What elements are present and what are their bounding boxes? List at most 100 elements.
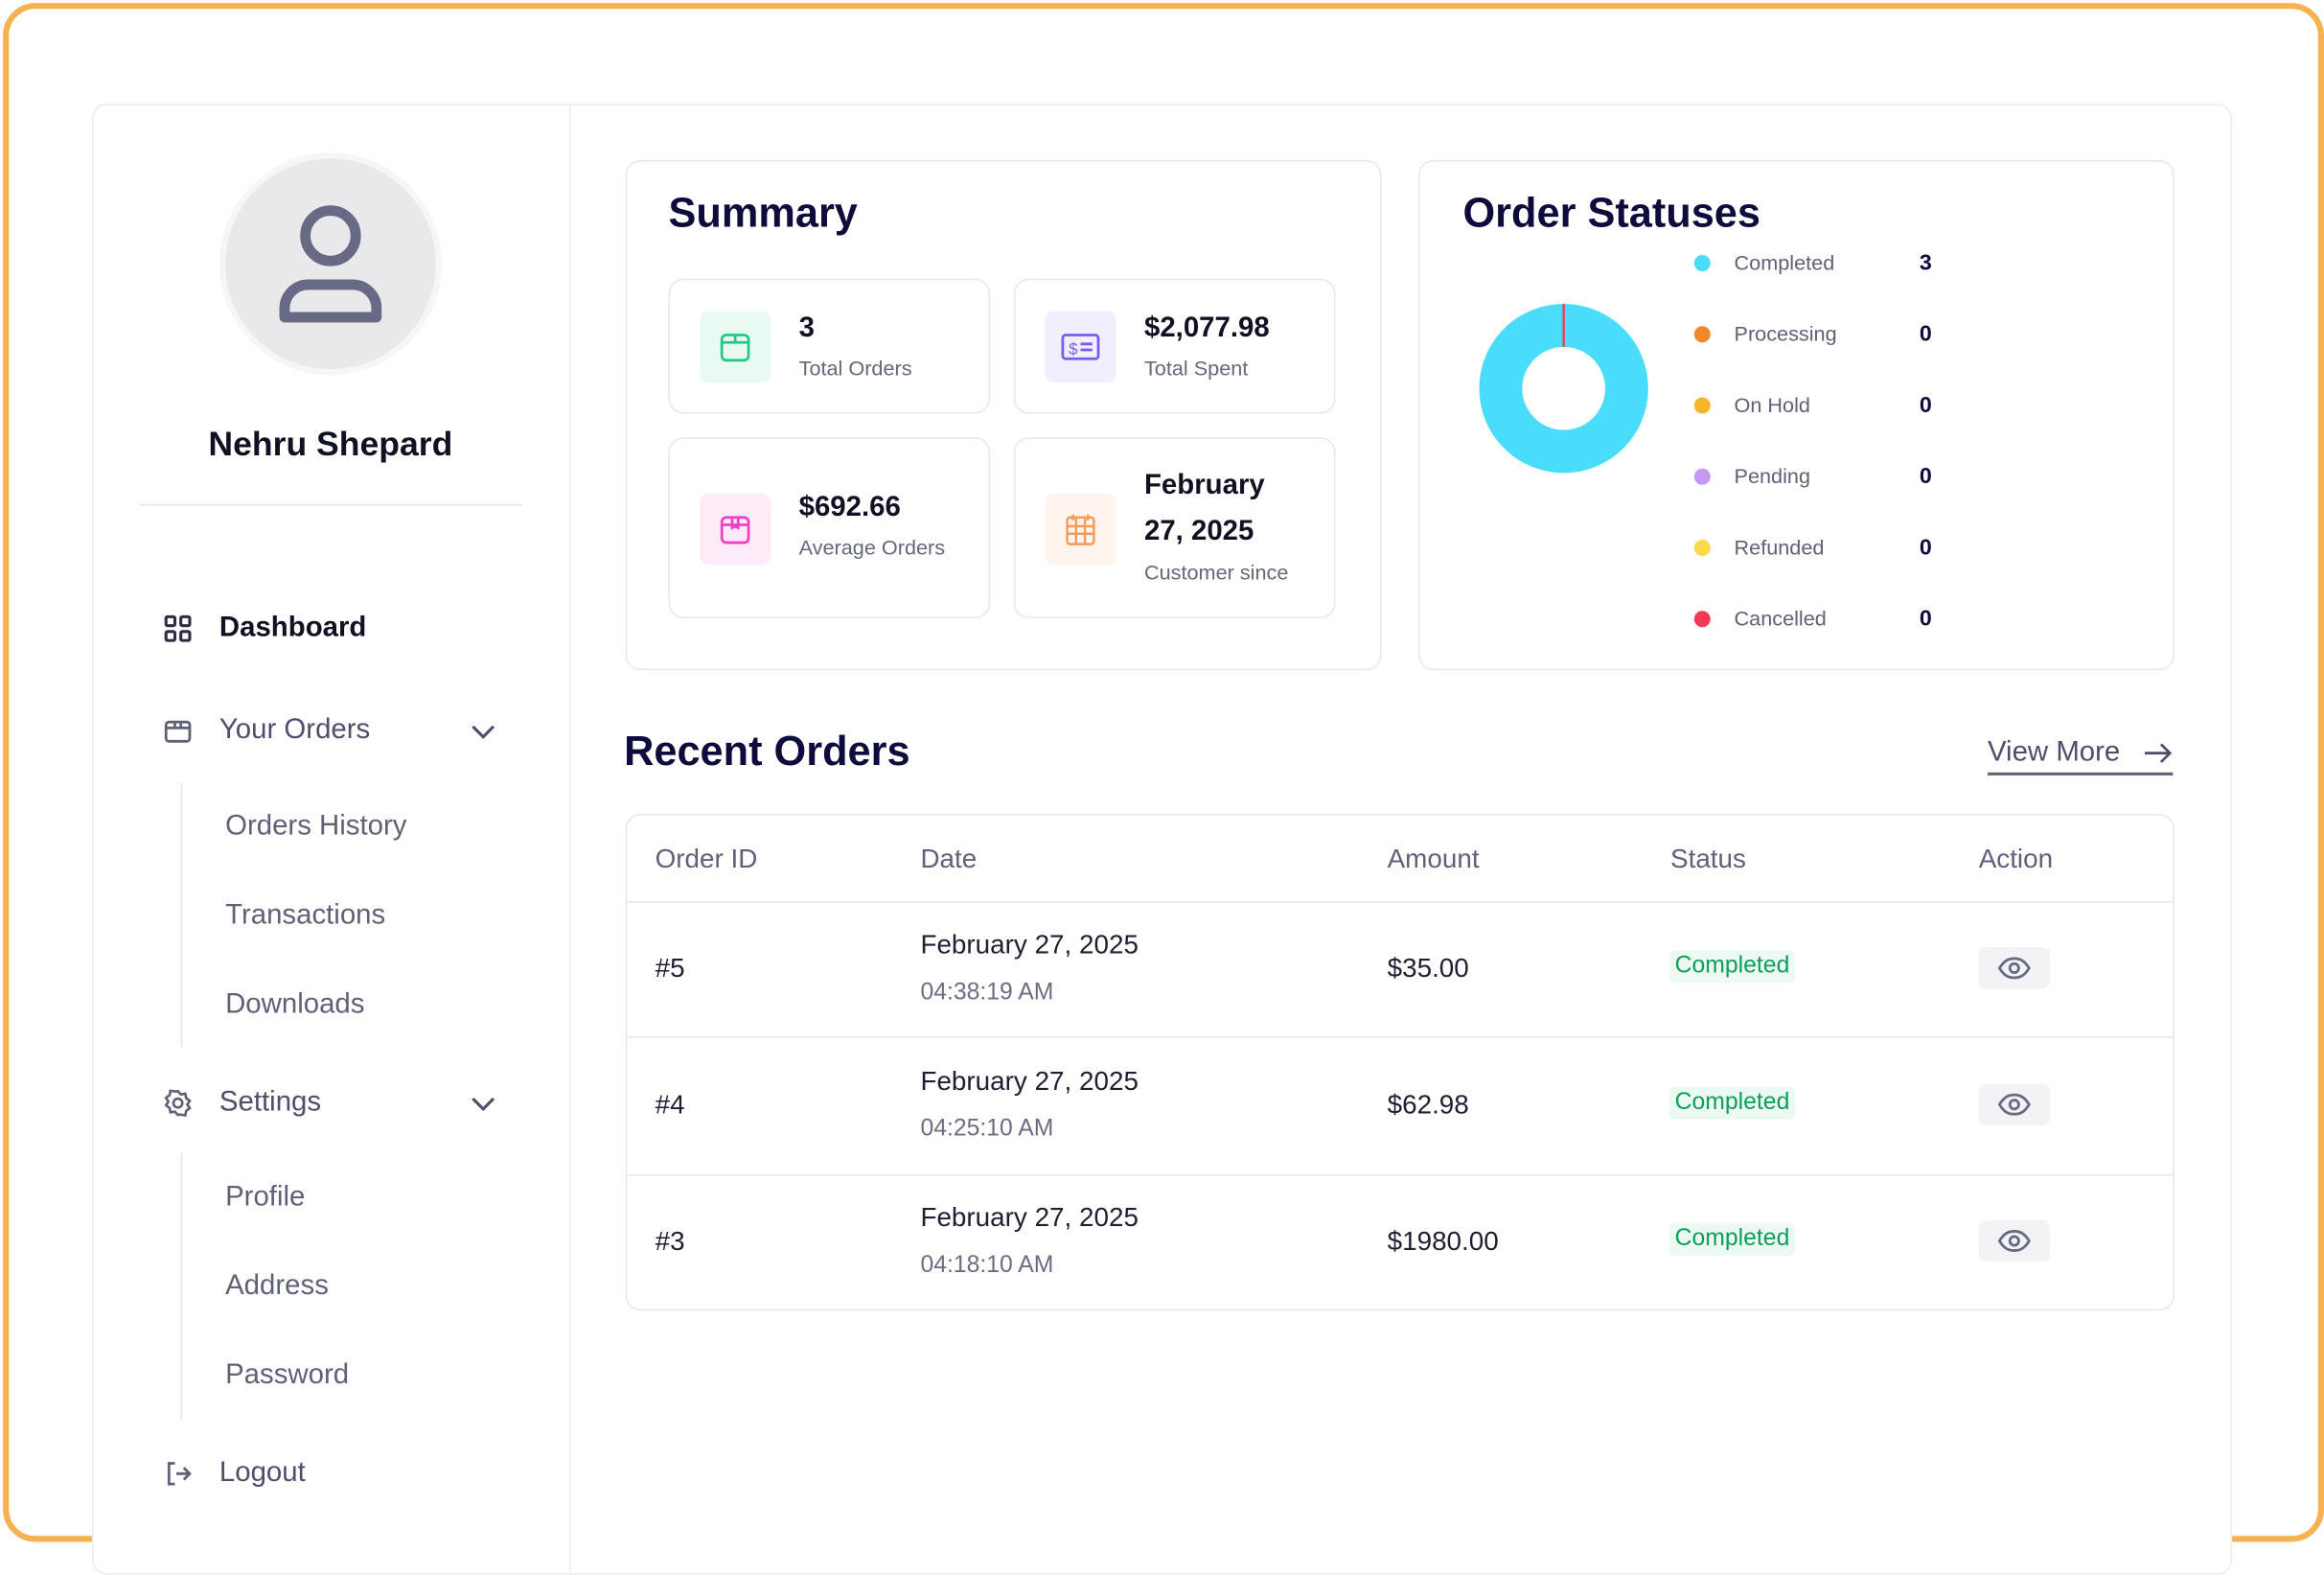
sidebar-item-password[interactable]: Password: [225, 1359, 350, 1391]
view-order-button[interactable]: [1978, 1082, 2050, 1125]
sidebar: [92, 104, 571, 1572]
logout-icon: [167, 1462, 192, 1486]
stat-value: $2,077.98: [1143, 313, 1270, 344]
sidebar-item-logout[interactable]: Logout: [163, 1457, 306, 1490]
arrow-right-icon: [2144, 743, 2173, 763]
legend-item-cancelled: Cancelled 0: [1693, 602, 1946, 635]
chevron-down-icon[interactable]: [469, 1088, 498, 1118]
eye-icon: [1997, 957, 2031, 980]
row-divider: [627, 1173, 2174, 1176]
legend-item-on-hold: On Hold 0: [1693, 388, 1946, 421]
order-amount: $35.00: [1387, 953, 1469, 984]
legend-item-pending: Pending 0: [1693, 459, 1946, 492]
order-statuses-card: [1418, 160, 2174, 671]
order-status-donut: [1479, 304, 1648, 474]
legend-item-refunded: Refunded 0: [1693, 531, 1946, 564]
legend-dot: [1693, 467, 1711, 484]
status-badge: Completed: [1668, 1085, 1796, 1119]
profile-name: Nehru Shepard: [208, 424, 453, 463]
legend-dot: [1693, 325, 1711, 342]
divider: [139, 503, 522, 506]
view-order-button[interactable]: [1978, 1219, 2050, 1262]
legend-label: Cancelled: [1734, 606, 1827, 631]
order-date: February 27, 2025: [920, 1201, 1139, 1232]
order-statuses-title: Order Statuses: [1462, 189, 1760, 236]
legend-value: 3: [1919, 249, 1932, 275]
sidebar-item-profile[interactable]: Profile: [225, 1181, 306, 1214]
view-more-link[interactable]: View More: [1987, 736, 2174, 776]
legend-label: Processing: [1734, 321, 1837, 346]
stat-value: 3: [798, 313, 815, 344]
stat-total-spent: $ $2,077.98 Total Spent: [1013, 278, 1336, 414]
package-icon: [699, 494, 771, 566]
legend-value: 0: [1919, 605, 1932, 632]
column-header-date: Date: [920, 844, 978, 873]
order-id: #4: [655, 1088, 685, 1119]
eye-icon: [1997, 1092, 2031, 1115]
sidebar-item-downloads[interactable]: Downloads: [225, 988, 365, 1021]
chevron-down-icon[interactable]: [469, 716, 498, 746]
row-divider: [627, 901, 2174, 903]
money-icon: $: [1045, 311, 1116, 383]
order-amount: $62.98: [1387, 1088, 1469, 1119]
legend-value: 0: [1919, 463, 1932, 489]
stat-value: February: [1143, 470, 1265, 501]
legend-item-processing: Processing 0: [1693, 317, 1946, 350]
sidebar-item-transactions[interactable]: Transactions: [225, 899, 386, 932]
view-more-label: View More: [1987, 736, 2121, 769]
calendar-icon: [1045, 494, 1116, 566]
stat-value: $692.66: [798, 492, 901, 523]
legend-label: On Hold: [1734, 392, 1810, 417]
sidebar-item-label: Settings: [219, 1086, 322, 1119]
view-order-button[interactable]: [1978, 947, 2050, 989]
avatar: [225, 158, 436, 370]
column-header-amount: Amount: [1387, 844, 1480, 873]
eye-icon: [1997, 1229, 2031, 1252]
row-divider: [627, 1036, 2174, 1038]
legend-label: Pending: [1734, 464, 1811, 488]
column-header-order-id: Order ID: [655, 844, 758, 873]
order-time: 04:25:10 AM: [920, 1115, 1054, 1142]
summary-title: Summary: [668, 189, 858, 236]
gear-icon: [164, 1089, 192, 1118]
stat-average-orders: $692.66 Average Orders: [668, 437, 991, 618]
status-badge: Completed: [1668, 950, 1796, 984]
stat-customer-since: February 27, 2025 Customer since: [1013, 437, 1336, 618]
sidebar-item-label: Your Orders: [219, 714, 371, 746]
order-time: 04:18:10 AM: [920, 1252, 1054, 1278]
sidebar-item-your-orders[interactable]: Your Orders: [163, 714, 498, 747]
user-icon: [279, 205, 382, 323]
legend-dot: [1693, 396, 1711, 413]
legend-value: 0: [1919, 534, 1932, 560]
box-icon: [699, 311, 771, 383]
stat-label: Total Spent: [1143, 356, 1249, 380]
legend-dot: [1693, 254, 1711, 271]
column-header-status: Status: [1670, 844, 1746, 873]
svg-text:$: $: [1069, 340, 1078, 359]
box-icon: [164, 720, 192, 743]
sidebar-item-settings[interactable]: Settings: [163, 1087, 498, 1120]
legend-label: Completed: [1734, 250, 1835, 275]
legend-dot: [1693, 610, 1711, 627]
submenu-line: [180, 782, 183, 1047]
order-date: February 27, 2025: [920, 1065, 1139, 1096]
sidebar-item-address[interactable]: Address: [225, 1270, 329, 1302]
order-id: #5: [655, 953, 685, 984]
sidebar-item-label: Logout: [219, 1457, 306, 1489]
stat-label: Average Orders: [798, 535, 946, 560]
recent-orders-title: Recent Orders: [624, 728, 910, 775]
legend-item-completed: Completed 3: [1693, 246, 1946, 279]
legend-value: 0: [1919, 392, 1932, 418]
stat-label: Customer since: [1143, 560, 1289, 585]
order-id: #3: [655, 1225, 685, 1256]
stat-value: 27, 2025: [1143, 516, 1254, 547]
legend-value: 0: [1919, 320, 1932, 347]
legend-dot: [1693, 539, 1711, 556]
sidebar-item-orders-history[interactable]: Orders History: [225, 810, 407, 843]
recent-orders-table: Order ID Date Amount Status Action #5 Feb…: [625, 814, 2174, 1311]
order-date: February 27, 2025: [920, 929, 1139, 960]
stat-total-orders: 3 Total Orders: [668, 278, 991, 414]
sidebar-item-dashboard[interactable]: Dashboard: [163, 613, 366, 645]
sidebar-item-label: Dashboard: [219, 612, 367, 644]
submenu-line: [180, 1153, 183, 1421]
